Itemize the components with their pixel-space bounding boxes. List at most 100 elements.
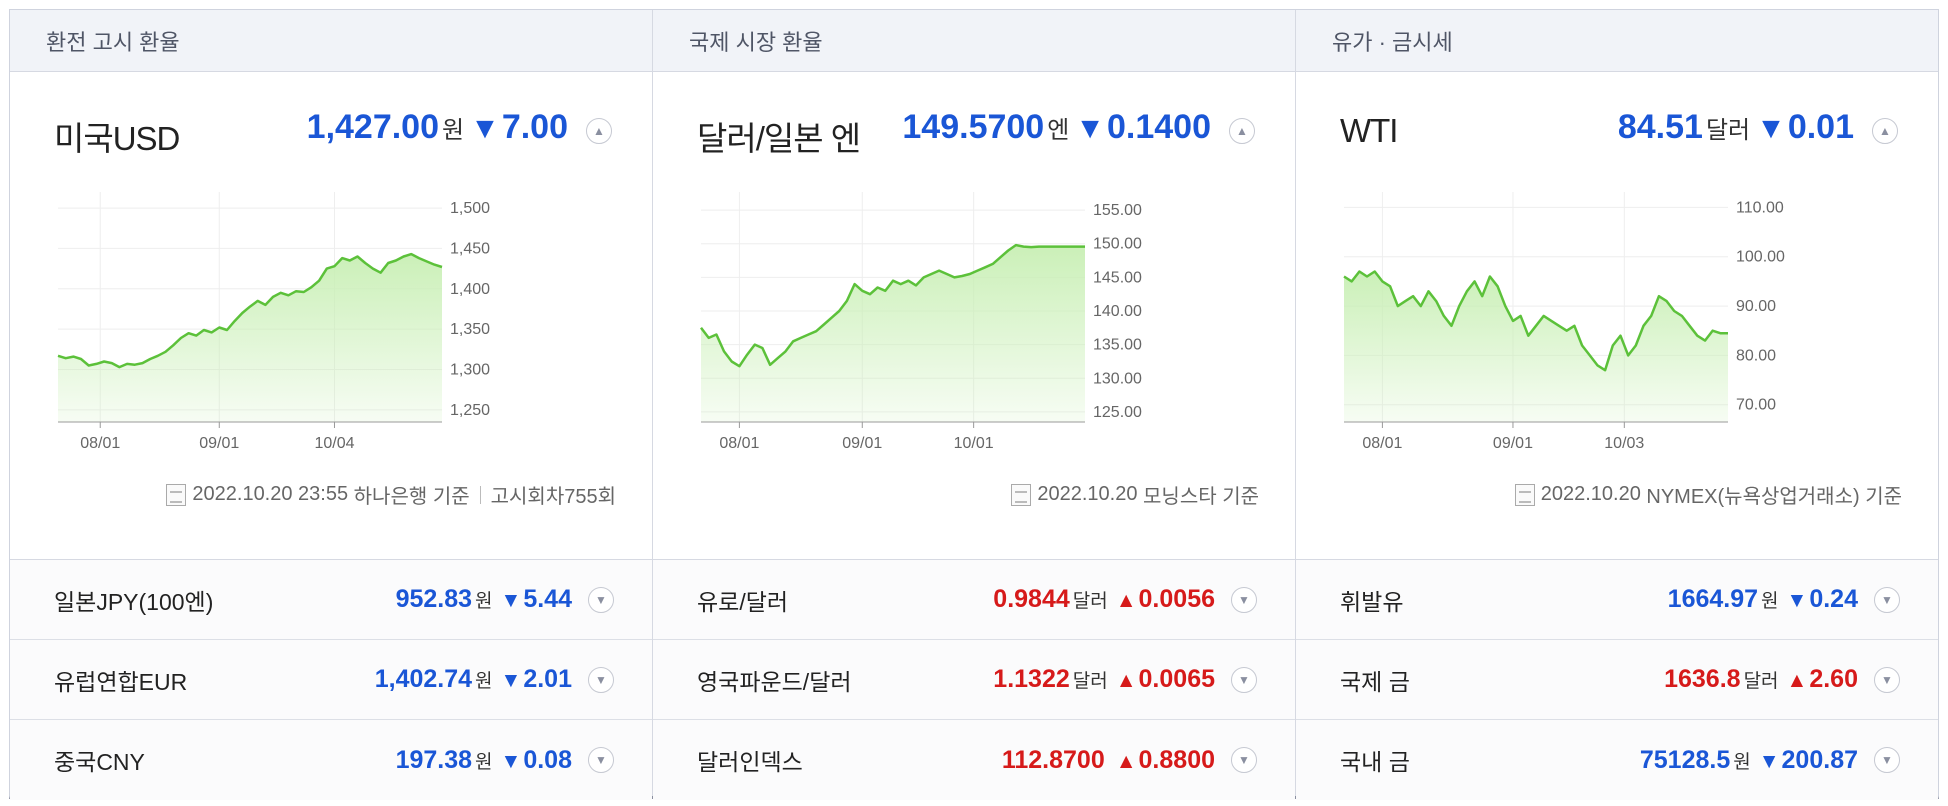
quote-row-change: ▲0.0065 bbox=[1116, 665, 1215, 694]
column-header-label: 환전 고시 환율 bbox=[46, 29, 180, 55]
y-tick-label: 1,250 bbox=[450, 402, 490, 419]
series-line bbox=[57, 252, 443, 369]
up-arrow-icon: ▲ bbox=[1786, 669, 1808, 692]
quote-row-value: 197.38 bbox=[395, 745, 473, 774]
quote-row-unit: 달러 bbox=[1072, 591, 1108, 612]
quote-row-price: 1664.97 원 ▼0.24 bbox=[1668, 585, 1858, 614]
series-line bbox=[700, 243, 1085, 368]
collapse-toggle-button[interactable]: ▲ bbox=[1872, 118, 1898, 144]
quote-row-price: 0.9844 달러 ▲0.0056 bbox=[993, 585, 1215, 614]
column-header-tab[interactable]: 환전 고시 환율 bbox=[10, 10, 652, 72]
quote-row-change-value: 200.87 bbox=[1781, 745, 1858, 774]
quote-row-name: 달러인덱스 bbox=[697, 749, 803, 775]
main-quote-unit: 원 bbox=[442, 117, 465, 144]
chevron-down-icon: ▼ bbox=[1881, 592, 1893, 607]
down-arrow-icon: ▼ bbox=[1756, 112, 1786, 145]
expand-toggle-button[interactable]: ▼ bbox=[1231, 747, 1257, 773]
chevron-down-icon: ▼ bbox=[595, 592, 607, 607]
y-tick-label: 1,300 bbox=[450, 362, 490, 379]
quote-row[interactable]: 유로/달러 0.9844 달러 ▲0.0056 ▼ bbox=[653, 560, 1295, 640]
source-name: 모닝스타 기준 bbox=[1143, 486, 1259, 508]
y-tick-label: 130.00 bbox=[1093, 370, 1142, 387]
quote-row-change-value: 0.0065 bbox=[1138, 665, 1215, 693]
source-date: 2022.10.20 bbox=[1540, 483, 1641, 505]
up-arrow-icon: ▲ bbox=[1115, 749, 1137, 773]
quote-row-value: 1,402.74 bbox=[374, 665, 473, 693]
quote-row[interactable]: 달러인덱스 112.8700 ▲0.8800 ▼ bbox=[653, 720, 1295, 800]
chevron-down-icon: ▼ bbox=[1238, 753, 1250, 767]
chevron-down-icon: ▼ bbox=[1238, 592, 1250, 607]
y-tick-label: 100.00 bbox=[1736, 249, 1785, 266]
y-tick-label: 70.00 bbox=[1736, 397, 1776, 414]
x-tick-label: 08/01 bbox=[1362, 435, 1402, 450]
column-header-label: 유가 · 금시세 bbox=[1332, 29, 1453, 55]
quote-row[interactable]: 영국파운드/달러 1.1322 달러 ▲0.0065 ▼ bbox=[653, 640, 1295, 720]
column-header-tab[interactable]: 국제 시장 환율 bbox=[653, 10, 1295, 72]
quote-row-unit: 달러 bbox=[1072, 671, 1108, 692]
exchange-rate-widget: 환전 고시 환율 미국USD 1,427.00 원 ▼7.00 ▲ 1,500 1… bbox=[9, 9, 1939, 800]
chevron-down-icon: ▼ bbox=[1238, 672, 1250, 687]
main-quote-title[interactable]: 미국USD bbox=[54, 120, 180, 157]
document-icon bbox=[1011, 483, 1032, 506]
down-arrow-icon: ▼ bbox=[1758, 749, 1780, 773]
quote-row[interactable]: 중국CNY 197.38 원 ▼0.08 ▼ bbox=[10, 720, 652, 800]
quote-row-unit: 원 bbox=[1761, 591, 1779, 612]
expand-toggle-button[interactable]: ▼ bbox=[588, 666, 614, 693]
main-quote-title[interactable]: 달러/일본 엔 bbox=[697, 120, 861, 157]
quote-row-change: ▲0.8800 bbox=[1116, 746, 1215, 775]
chevron-down-icon: ▼ bbox=[1881, 672, 1893, 687]
quote-row-name: 일본JPY(100엔) bbox=[54, 588, 214, 615]
quote-row[interactable]: 일본JPY(100엔) 952.83 원 ▼5.44 ▼ bbox=[10, 560, 652, 640]
quote-row[interactable]: 국내 금 75128.5 원 ▼200.87 ▼ bbox=[1296, 720, 1938, 800]
x-tick-label: 09/01 bbox=[1493, 435, 1533, 450]
x-tick-label: 09/01 bbox=[842, 435, 882, 450]
quote-row-change: ▼0.24 bbox=[1787, 585, 1858, 614]
y-tick-label: 155.00 bbox=[1093, 202, 1142, 219]
expand-toggle-button[interactable]: ▼ bbox=[1231, 586, 1257, 613]
quote-row-change-value: 5.44 bbox=[523, 585, 572, 613]
main-quote-title[interactable]: WTI bbox=[1340, 112, 1398, 149]
chevron-down-icon: ▼ bbox=[1881, 753, 1893, 767]
quote-row-name: 휘발유 bbox=[1340, 588, 1404, 615]
quote-row-price: 197.38 원 ▼0.08 bbox=[396, 746, 572, 775]
x-tick-label: 10/04 bbox=[314, 435, 354, 450]
column-international-market: 국제 시장 환율 달러/일본 엔 149.5700 엔 ▼0.1400 ▲ 15… bbox=[653, 10, 1296, 800]
chevron-up-icon: ▲ bbox=[1236, 124, 1248, 138]
column-exchange-notice: 환전 고시 환율 미국USD 1,427.00 원 ▼7.00 ▲ 1,500 1… bbox=[10, 10, 653, 800]
down-arrow-icon: ▼ bbox=[1075, 112, 1105, 145]
main-quote-change: ▼7.00 bbox=[470, 108, 568, 147]
expand-toggle-button[interactable]: ▼ bbox=[1874, 586, 1900, 613]
quote-row-price: 1,402.74 원 ▼2.01 bbox=[375, 665, 572, 694]
expand-toggle-button[interactable]: ▼ bbox=[588, 747, 614, 773]
y-tick-label: 1,450 bbox=[450, 240, 490, 257]
column-header-tab[interactable]: 유가 · 금시세 bbox=[1296, 10, 1938, 72]
quote-row-name: 유럽연합EUR bbox=[54, 668, 188, 695]
main-quote-panel: WTI 84.51 달러 ▼0.01 ▲ 110.00 100.00 90.00 80… bbox=[1296, 72, 1938, 560]
quote-row[interactable]: 국제 금 1636.8 달러 ▲2.60 ▼ bbox=[1296, 640, 1938, 720]
x-tick-label: 10/03 bbox=[1604, 435, 1644, 450]
down-arrow-icon: ▼ bbox=[1786, 589, 1808, 612]
quote-row[interactable]: 유럽연합EUR 1,402.74 원 ▼2.01 ▼ bbox=[10, 640, 652, 720]
quote-row[interactable]: 휘발유 1664.97 원 ▼0.24 ▼ bbox=[1296, 560, 1938, 640]
expand-toggle-button[interactable]: ▼ bbox=[1874, 747, 1900, 773]
quote-row-change-value: 0.24 bbox=[1809, 585, 1858, 613]
series-area bbox=[58, 254, 442, 422]
expand-toggle-button[interactable]: ▼ bbox=[1231, 666, 1257, 693]
collapse-toggle-button[interactable]: ▲ bbox=[1229, 118, 1255, 144]
document-icon bbox=[1514, 483, 1535, 506]
x-tick-label: 09/01 bbox=[199, 435, 239, 450]
expand-toggle-button[interactable]: ▼ bbox=[1874, 666, 1900, 693]
main-quote-change-value: 7.00 bbox=[501, 108, 568, 146]
chevron-up-icon: ▲ bbox=[593, 124, 605, 138]
y-tick-label: 125.00 bbox=[1093, 404, 1142, 421]
quote-row-change-value: 2.01 bbox=[523, 665, 572, 693]
y-tick-label: 80.00 bbox=[1736, 347, 1776, 364]
main-quote-value: 1,427.00 bbox=[306, 108, 440, 146]
source-extra: 고시회차755회 bbox=[490, 486, 616, 508]
expand-toggle-button[interactable]: ▼ bbox=[588, 586, 614, 613]
quote-row-change-value: 0.8800 bbox=[1138, 745, 1215, 774]
quote-row-change: ▼0.08 bbox=[501, 746, 572, 775]
series-area bbox=[1344, 271, 1728, 422]
main-quote-price: 84.51 달러 ▼0.01 bbox=[1618, 108, 1854, 147]
collapse-toggle-button[interactable]: ▲ bbox=[586, 118, 612, 144]
